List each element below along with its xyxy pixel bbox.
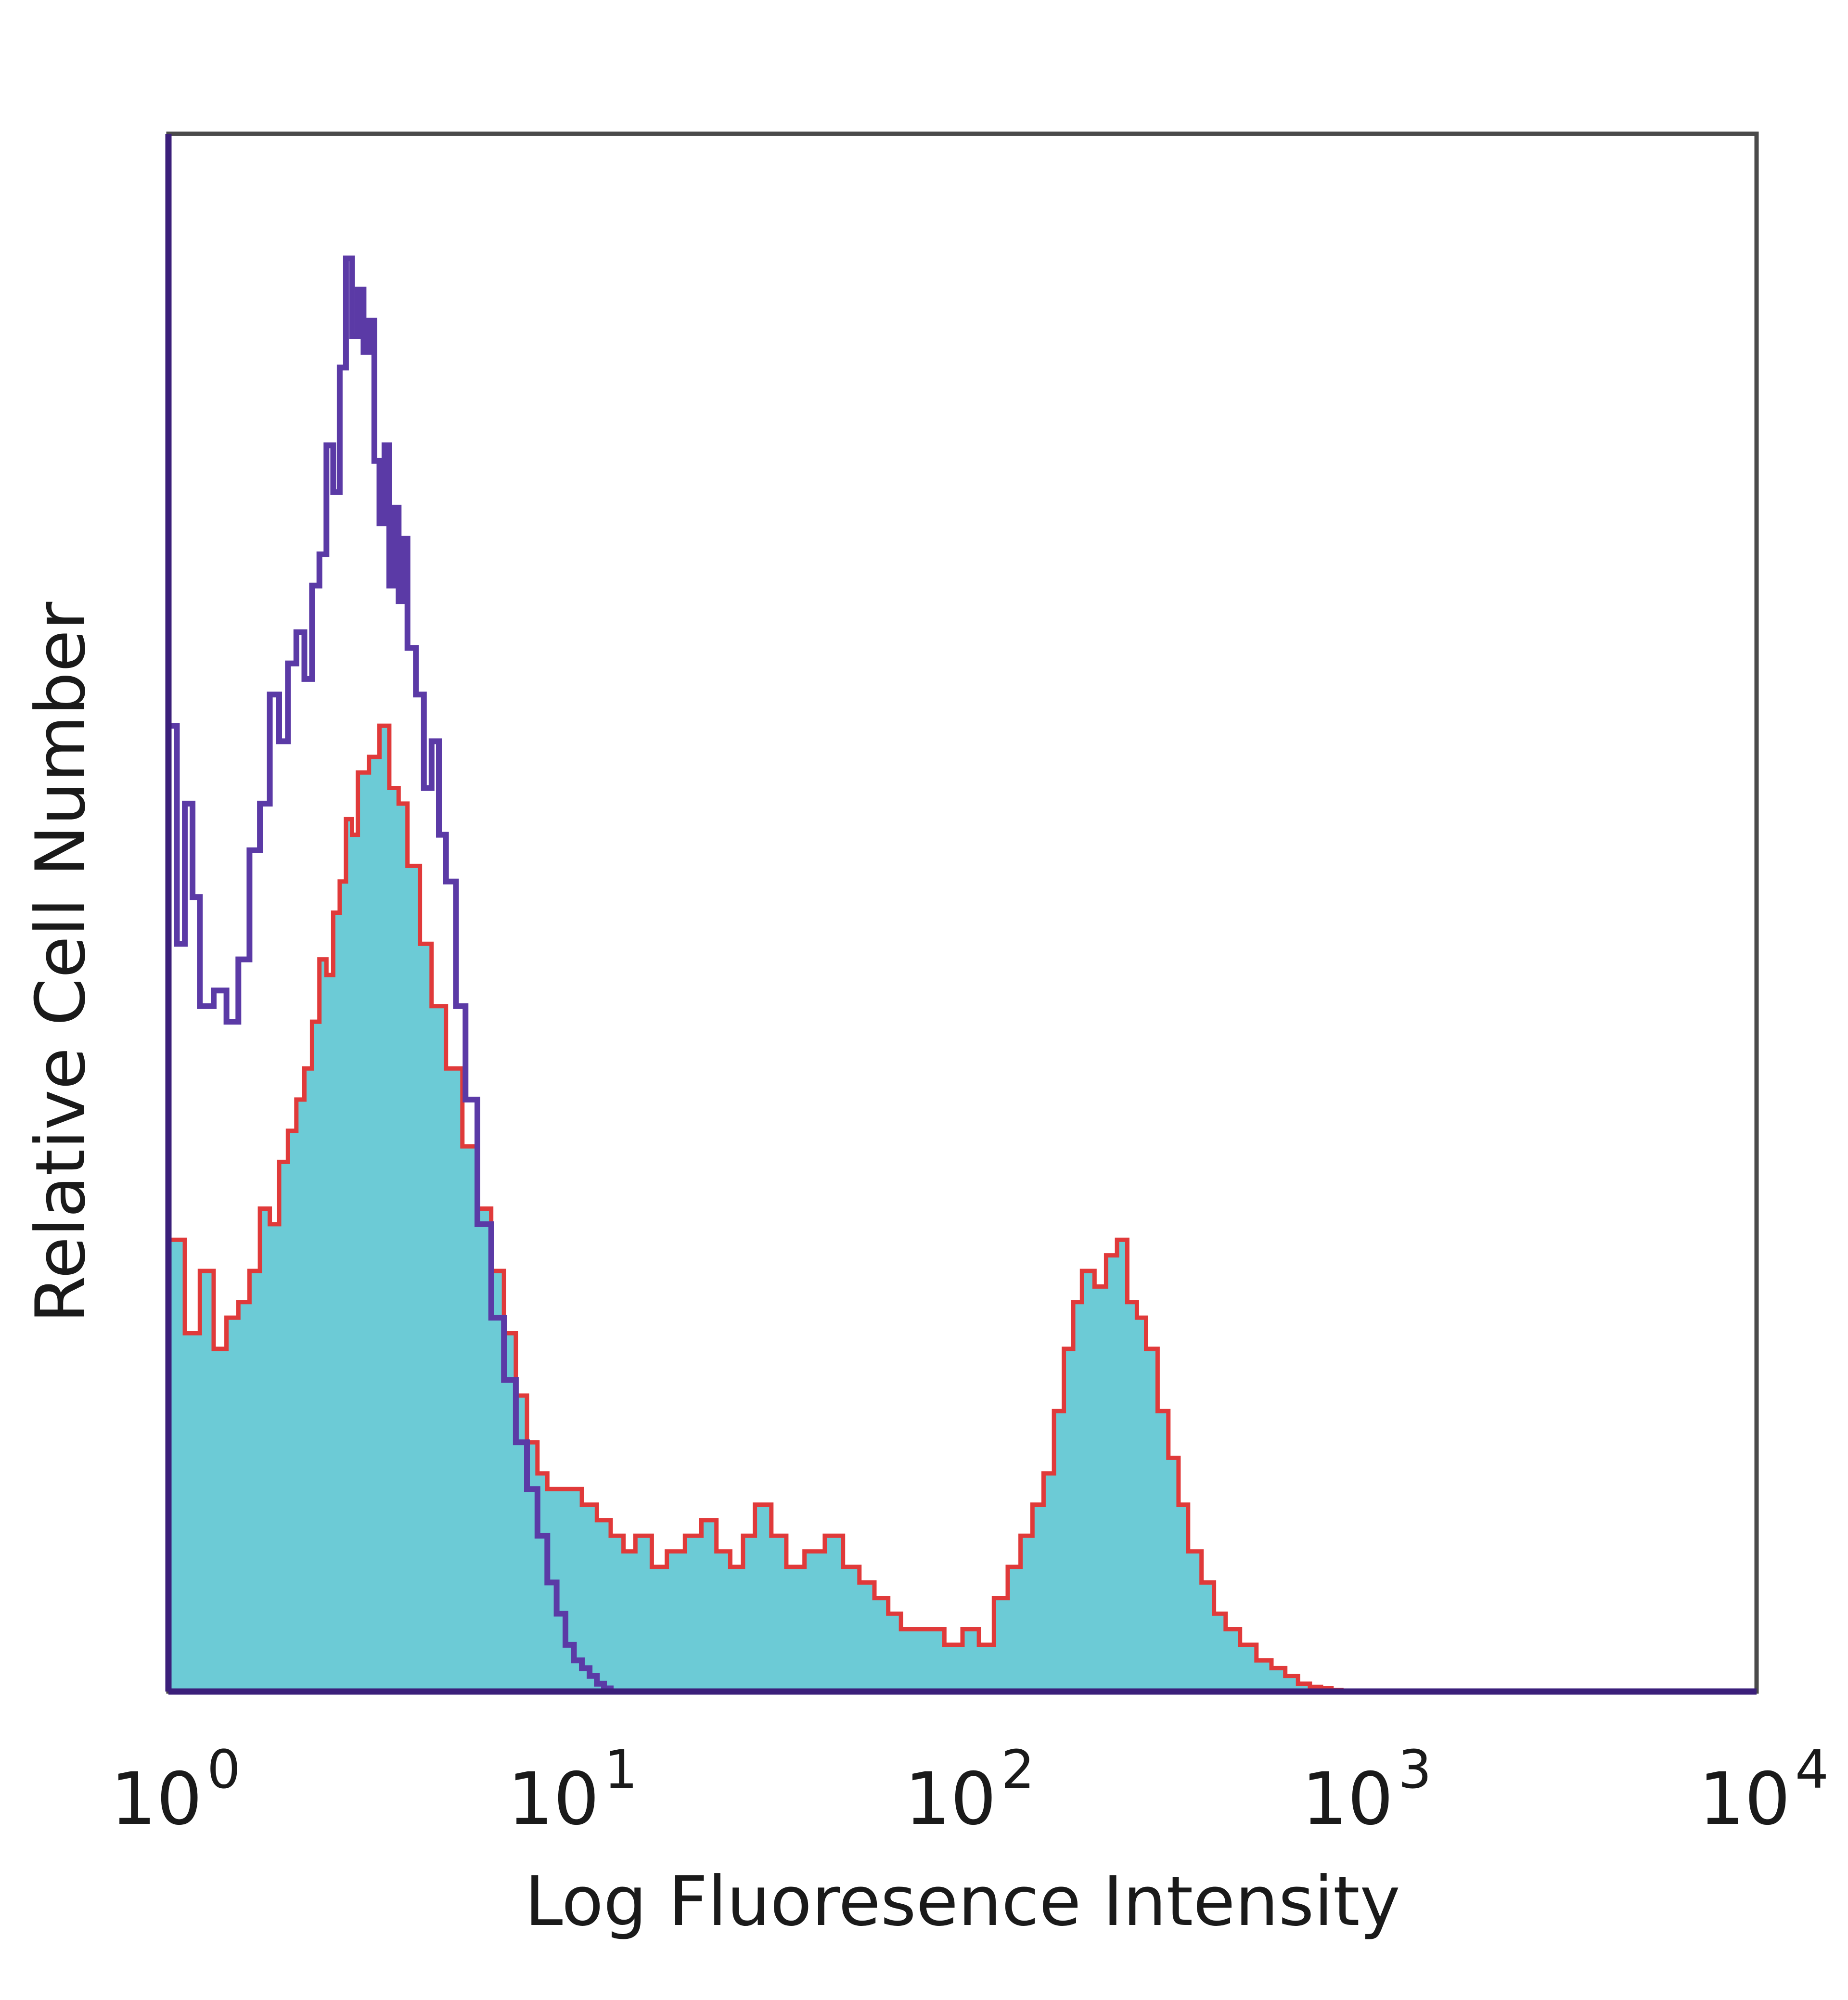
stained-area-layer [168, 726, 1360, 1692]
x-tick-label-2: 10 [905, 1757, 997, 1841]
x-tick-label-0: 10 [111, 1757, 203, 1841]
stained-histogram-fill [168, 726, 1360, 1692]
x-tick-exponent-2: 2 [1001, 1739, 1035, 1800]
x-tick-exponent-0: 0 [207, 1739, 241, 1800]
x-tick-exponent-3: 3 [1398, 1739, 1432, 1800]
stained-histogram-line [168, 723, 1360, 1694]
y-axis-label: Relative Cell Number [21, 602, 101, 1323]
plot-frame-layer [165, 131, 1759, 1695]
x-tick-exponent-1: 1 [604, 1739, 638, 1800]
x-tick-labels: 10 0 10 1 10 2 10 3 10 4 [111, 1739, 1829, 1841]
isotype-histogram-line [168, 256, 614, 1692]
x-tick-label-1: 10 [508, 1757, 600, 1841]
x-tick-label-3: 10 [1302, 1757, 1394, 1841]
x-tick-exponent-4: 4 [1795, 1739, 1829, 1800]
x-tick-label-4: 10 [1699, 1757, 1791, 1841]
x-axis-label: Log Fluoresence Intensity [525, 1862, 1400, 1941]
series-lines-layer [168, 256, 1360, 1694]
